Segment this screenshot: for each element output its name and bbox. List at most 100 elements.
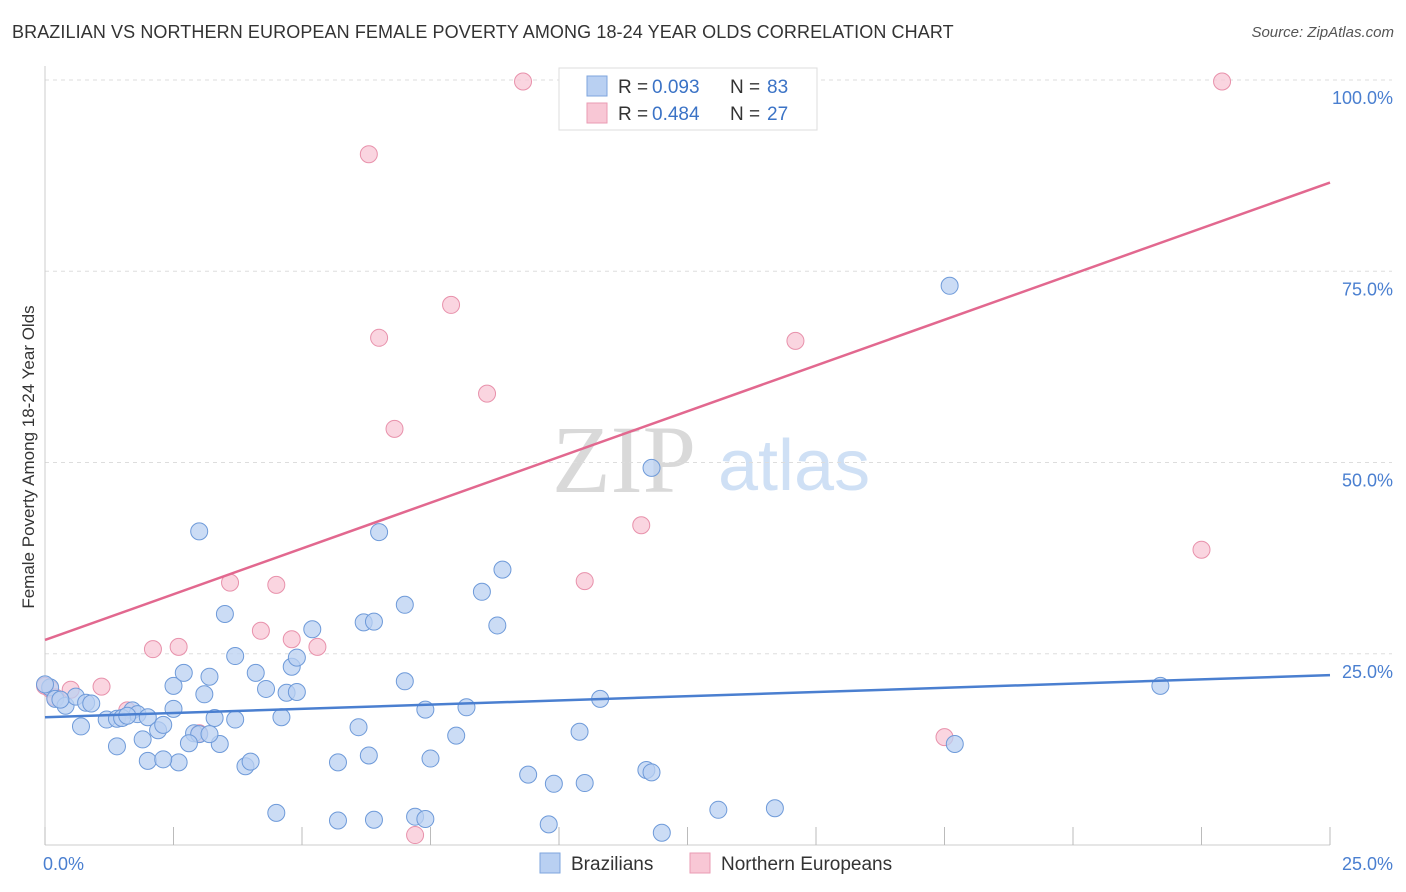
brazilian-point-54 (421, 749, 440, 768)
brazilian-point-51 (328, 753, 347, 772)
brazilian-point-50 (359, 746, 378, 765)
brazilian-point-25 (272, 708, 291, 727)
brazilian-point-56 (519, 765, 538, 784)
northern-european-point-16 (442, 295, 461, 314)
chart-title: BRAZILIAN VS NORTHERN EUROPEAN FEMALE PO… (12, 22, 954, 42)
brazilian-point-71 (328, 811, 347, 830)
legend-n-label-northern-europeans: N = (730, 104, 760, 125)
brazilian-point-66 (765, 799, 784, 818)
brazilian-point-36 (154, 750, 173, 769)
y-axis-tick-labels: 25.0% 50.0% 75.0% 100.0% (1332, 88, 1393, 682)
x-tick-label-1: 25.0% (1342, 854, 1393, 874)
series-legend-label-brazilians: Brazilians (571, 854, 653, 875)
brazilian-point-17 (164, 676, 183, 695)
series-legend-swatch-northern-europeans (689, 852, 711, 874)
brazilian-point-49 (349, 718, 368, 737)
brazilian-point-81 (287, 683, 306, 701)
legend-r-value-brazilians: 0.093 (652, 77, 700, 98)
brazilian-point-82 (457, 698, 476, 717)
legend-n-label-brazilians: N = (730, 77, 760, 98)
brazilian-point-33 (179, 734, 198, 753)
brazilian-point-72 (364, 810, 383, 829)
brazilian-point-5 (82, 694, 101, 713)
trend-lines (44, 181, 1331, 719)
brazilian-point-21 (226, 647, 245, 666)
legend-r-label-northern-europeans: R = (618, 104, 648, 125)
northern-european-point-9 (267, 575, 286, 594)
series-legend-swatch-brazilians (539, 852, 561, 874)
brazilian-point-80 (200, 725, 219, 744)
legend-swatch-northern-europeans (586, 102, 608, 124)
brazilian-point-28 (226, 710, 245, 729)
legend-n-value-brazilians: 83 (767, 77, 788, 98)
brazilian-point-46 (472, 582, 491, 601)
brazilian-point-19 (200, 667, 219, 686)
northern-european-point-23 (1192, 540, 1211, 559)
watermark-atlas: atlas (718, 426, 870, 506)
brazilian-point-63 (642, 458, 661, 477)
legend-n-value-northern-europeans: 27 (767, 104, 788, 125)
y-tick-label-0: 25.0% (1342, 662, 1393, 682)
brazilian-point-45 (395, 595, 414, 614)
brazilian-point-59 (570, 722, 589, 741)
x-tick-label-0: 0.0% (43, 854, 84, 874)
brazilian-point-47 (493, 560, 512, 579)
y-tick-label-3: 100.0% (1332, 88, 1393, 108)
brazilian-point-76 (36, 675, 54, 694)
northern-european-point-19 (575, 572, 594, 591)
brazilian-point-43 (364, 612, 383, 631)
northern-european-point-12 (359, 145, 378, 164)
brazilian-point-38 (241, 752, 260, 771)
brazilian-point-27 (287, 648, 306, 667)
northern-european-trend-line (44, 181, 1331, 642)
brazilian-point-44 (370, 523, 389, 542)
brazilian-point-48 (488, 616, 507, 635)
gridlines (45, 79, 1392, 655)
brazilian-point-16 (164, 699, 183, 718)
brazilian-point-23 (257, 679, 276, 698)
brazilians-points (36, 276, 1170, 842)
brazilian-point-29 (205, 709, 224, 728)
northern-european-point-5 (169, 637, 188, 656)
brazilian-point-75 (539, 815, 558, 834)
brazilian-trend-line (44, 673, 1331, 719)
brazilian-point-34 (138, 751, 157, 770)
brazilian-point-12 (107, 737, 126, 756)
brazilian-point-40 (215, 604, 234, 623)
northern-european-point-2 (92, 677, 111, 696)
brazilian-point-77 (51, 690, 70, 709)
brazilian-point-62 (642, 763, 661, 782)
brazilian-point-35 (169, 753, 188, 772)
y-tick-label-2: 75.0% (1342, 279, 1393, 299)
northern-european-point-18 (514, 72, 533, 91)
brazilian-point-58 (575, 774, 594, 793)
correlation-legend: R = 0.093 N = 83 R = 0.484 N = 27 (558, 67, 818, 131)
brazilian-point-52 (395, 672, 414, 691)
legend-swatch-brazilians (586, 75, 608, 97)
brazilian-point-13 (133, 730, 152, 749)
series-legend: Brazilians Northern Europeans (539, 852, 892, 875)
brazilian-point-67 (940, 276, 959, 295)
brazilian-point-68 (945, 735, 964, 754)
source-label: Source: ZipAtlas.com (1251, 24, 1394, 41)
brazilian-point-74 (416, 809, 435, 828)
northern-european-point-24 (1213, 72, 1232, 91)
x-axis-tick-labels: 0.0% 25.0% (43, 854, 1393, 874)
northern-european-point-4 (143, 640, 162, 659)
brazilian-point-41 (303, 620, 322, 639)
northern-european-point-15 (406, 826, 425, 845)
northern-european-point-21 (786, 331, 805, 350)
northern-european-point-14 (385, 419, 404, 438)
brazilian-point-70 (267, 803, 286, 822)
brazilian-point-55 (447, 726, 466, 745)
northern-european-point-13 (370, 328, 389, 347)
northern-european-point-17 (478, 384, 497, 403)
watermark-zip: ZIP (552, 406, 696, 513)
brazilian-point-64 (652, 823, 671, 842)
legend-r-value-northern-europeans: 0.484 (652, 104, 700, 125)
y-axis-label: Female Poverty Among 18-24 Year Olds (19, 305, 38, 608)
x-axis-ticks (44, 827, 1331, 845)
y-tick-label-1: 50.0% (1342, 471, 1393, 491)
brazilian-point-57 (544, 774, 563, 793)
